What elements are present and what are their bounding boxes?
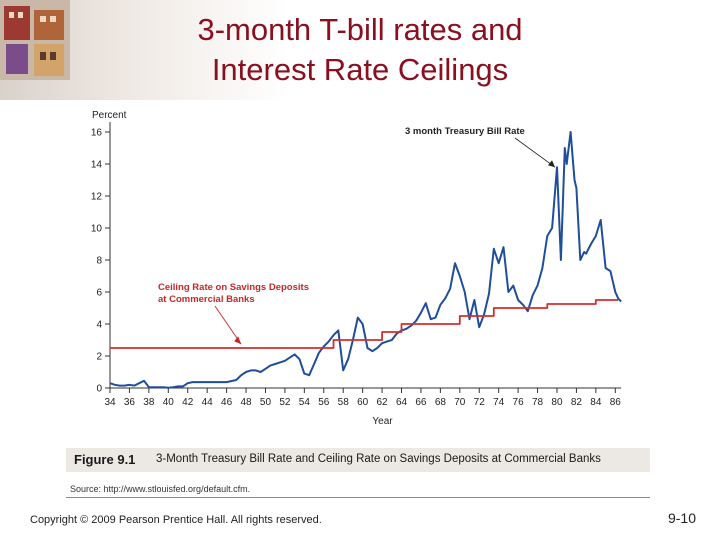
header-decoration-image: [0, 0, 70, 80]
annotation-tbill-label: 3 month Treasury Bill Rate: [405, 126, 525, 137]
tbill-rate-line: [109, 131, 622, 389]
x-tick-label: 62: [377, 397, 389, 408]
y-tick-label: 2: [96, 352, 102, 363]
header-band: [0, 0, 720, 100]
y-tick-label: 8: [96, 256, 102, 267]
figure-number: Figure 9.1: [74, 452, 136, 467]
y-axis-title: Percent: [92, 110, 127, 121]
x-tick-label: 44: [202, 397, 214, 408]
x-tick-label: 34: [104, 397, 116, 408]
x-tick-label: 78: [532, 397, 544, 408]
source-note: Source: http://www.stlouisfed.org/defaul…: [70, 484, 251, 494]
x-tick-label: 52: [279, 397, 291, 408]
y-tick-label: 16: [91, 128, 103, 139]
copyright-text: Copyright © 2009 Pearson Prentice Hall. …: [30, 514, 322, 526]
x-tick-label: 54: [299, 397, 311, 408]
x-tick-label: 86: [610, 397, 622, 408]
x-tick-label: 66: [415, 397, 427, 408]
x-axis-title: Year: [372, 416, 393, 427]
annotation-tbill-arrow: [514, 137, 556, 168]
source-divider: [66, 497, 650, 498]
x-tick-label: 84: [590, 397, 602, 408]
x-tick-label: 50: [260, 397, 272, 408]
x-tick-label: 60: [357, 397, 369, 408]
annotation-ceiling-arrowhead: [234, 336, 242, 345]
y-tick-label: 6: [96, 288, 102, 299]
annotation-ceiling-arrow: [214, 305, 242, 345]
x-tick-label: 56: [318, 397, 330, 408]
slide-title-line-2: Interest Rate Ceilings: [211, 52, 509, 87]
x-tick-label: 76: [513, 397, 525, 408]
y-tick-label: 12: [91, 192, 103, 203]
chart-lines: [109, 131, 622, 389]
figure-caption-bar: Figure 9.1 3-Month Treasury Bill Rate an…: [66, 448, 650, 472]
y-tick-label: 0: [96, 384, 102, 395]
x-tick-label: 36: [124, 397, 136, 408]
x-tick-label: 68: [435, 397, 447, 408]
x-tick-label: 48: [240, 397, 252, 408]
ceiling-rate-line: [110, 299, 619, 349]
figure-title: 3-Month Treasury Bill Rate and Ceiling R…: [156, 453, 601, 465]
x-tick-label: 58: [338, 397, 350, 408]
slide-title: 3-month T-bill rates and Interest Rate C…: [100, 10, 620, 90]
y-tick-label: 14: [91, 160, 103, 171]
x-tick-label: 46: [221, 397, 233, 408]
annotation-tbill-arrowhead: [548, 160, 556, 168]
x-tick-label: 82: [571, 397, 583, 408]
x-tick-label: 40: [163, 397, 175, 408]
x-tick-label: 42: [182, 397, 194, 408]
page-number: 9-10: [667, 510, 696, 526]
annotation-ceiling-label: Ceiling Rate on Savings Deposits at Comme…: [158, 282, 309, 305]
x-tick-label: 38: [143, 397, 155, 408]
y-tick-label: 4: [96, 320, 102, 331]
x-tick-label: 70: [454, 397, 466, 408]
x-tick-label: 74: [493, 397, 505, 408]
x-tick-label: 80: [551, 397, 563, 408]
x-tick-label: 72: [474, 397, 486, 408]
y-tick-label: 10: [91, 224, 103, 235]
slide-title-line-1: 3-month T-bill rates and: [197, 12, 523, 47]
x-tick-label: 64: [396, 397, 408, 408]
chart-annotations: 3 month Treasury Bill Rate Ceiling Rate o…: [158, 126, 556, 345]
